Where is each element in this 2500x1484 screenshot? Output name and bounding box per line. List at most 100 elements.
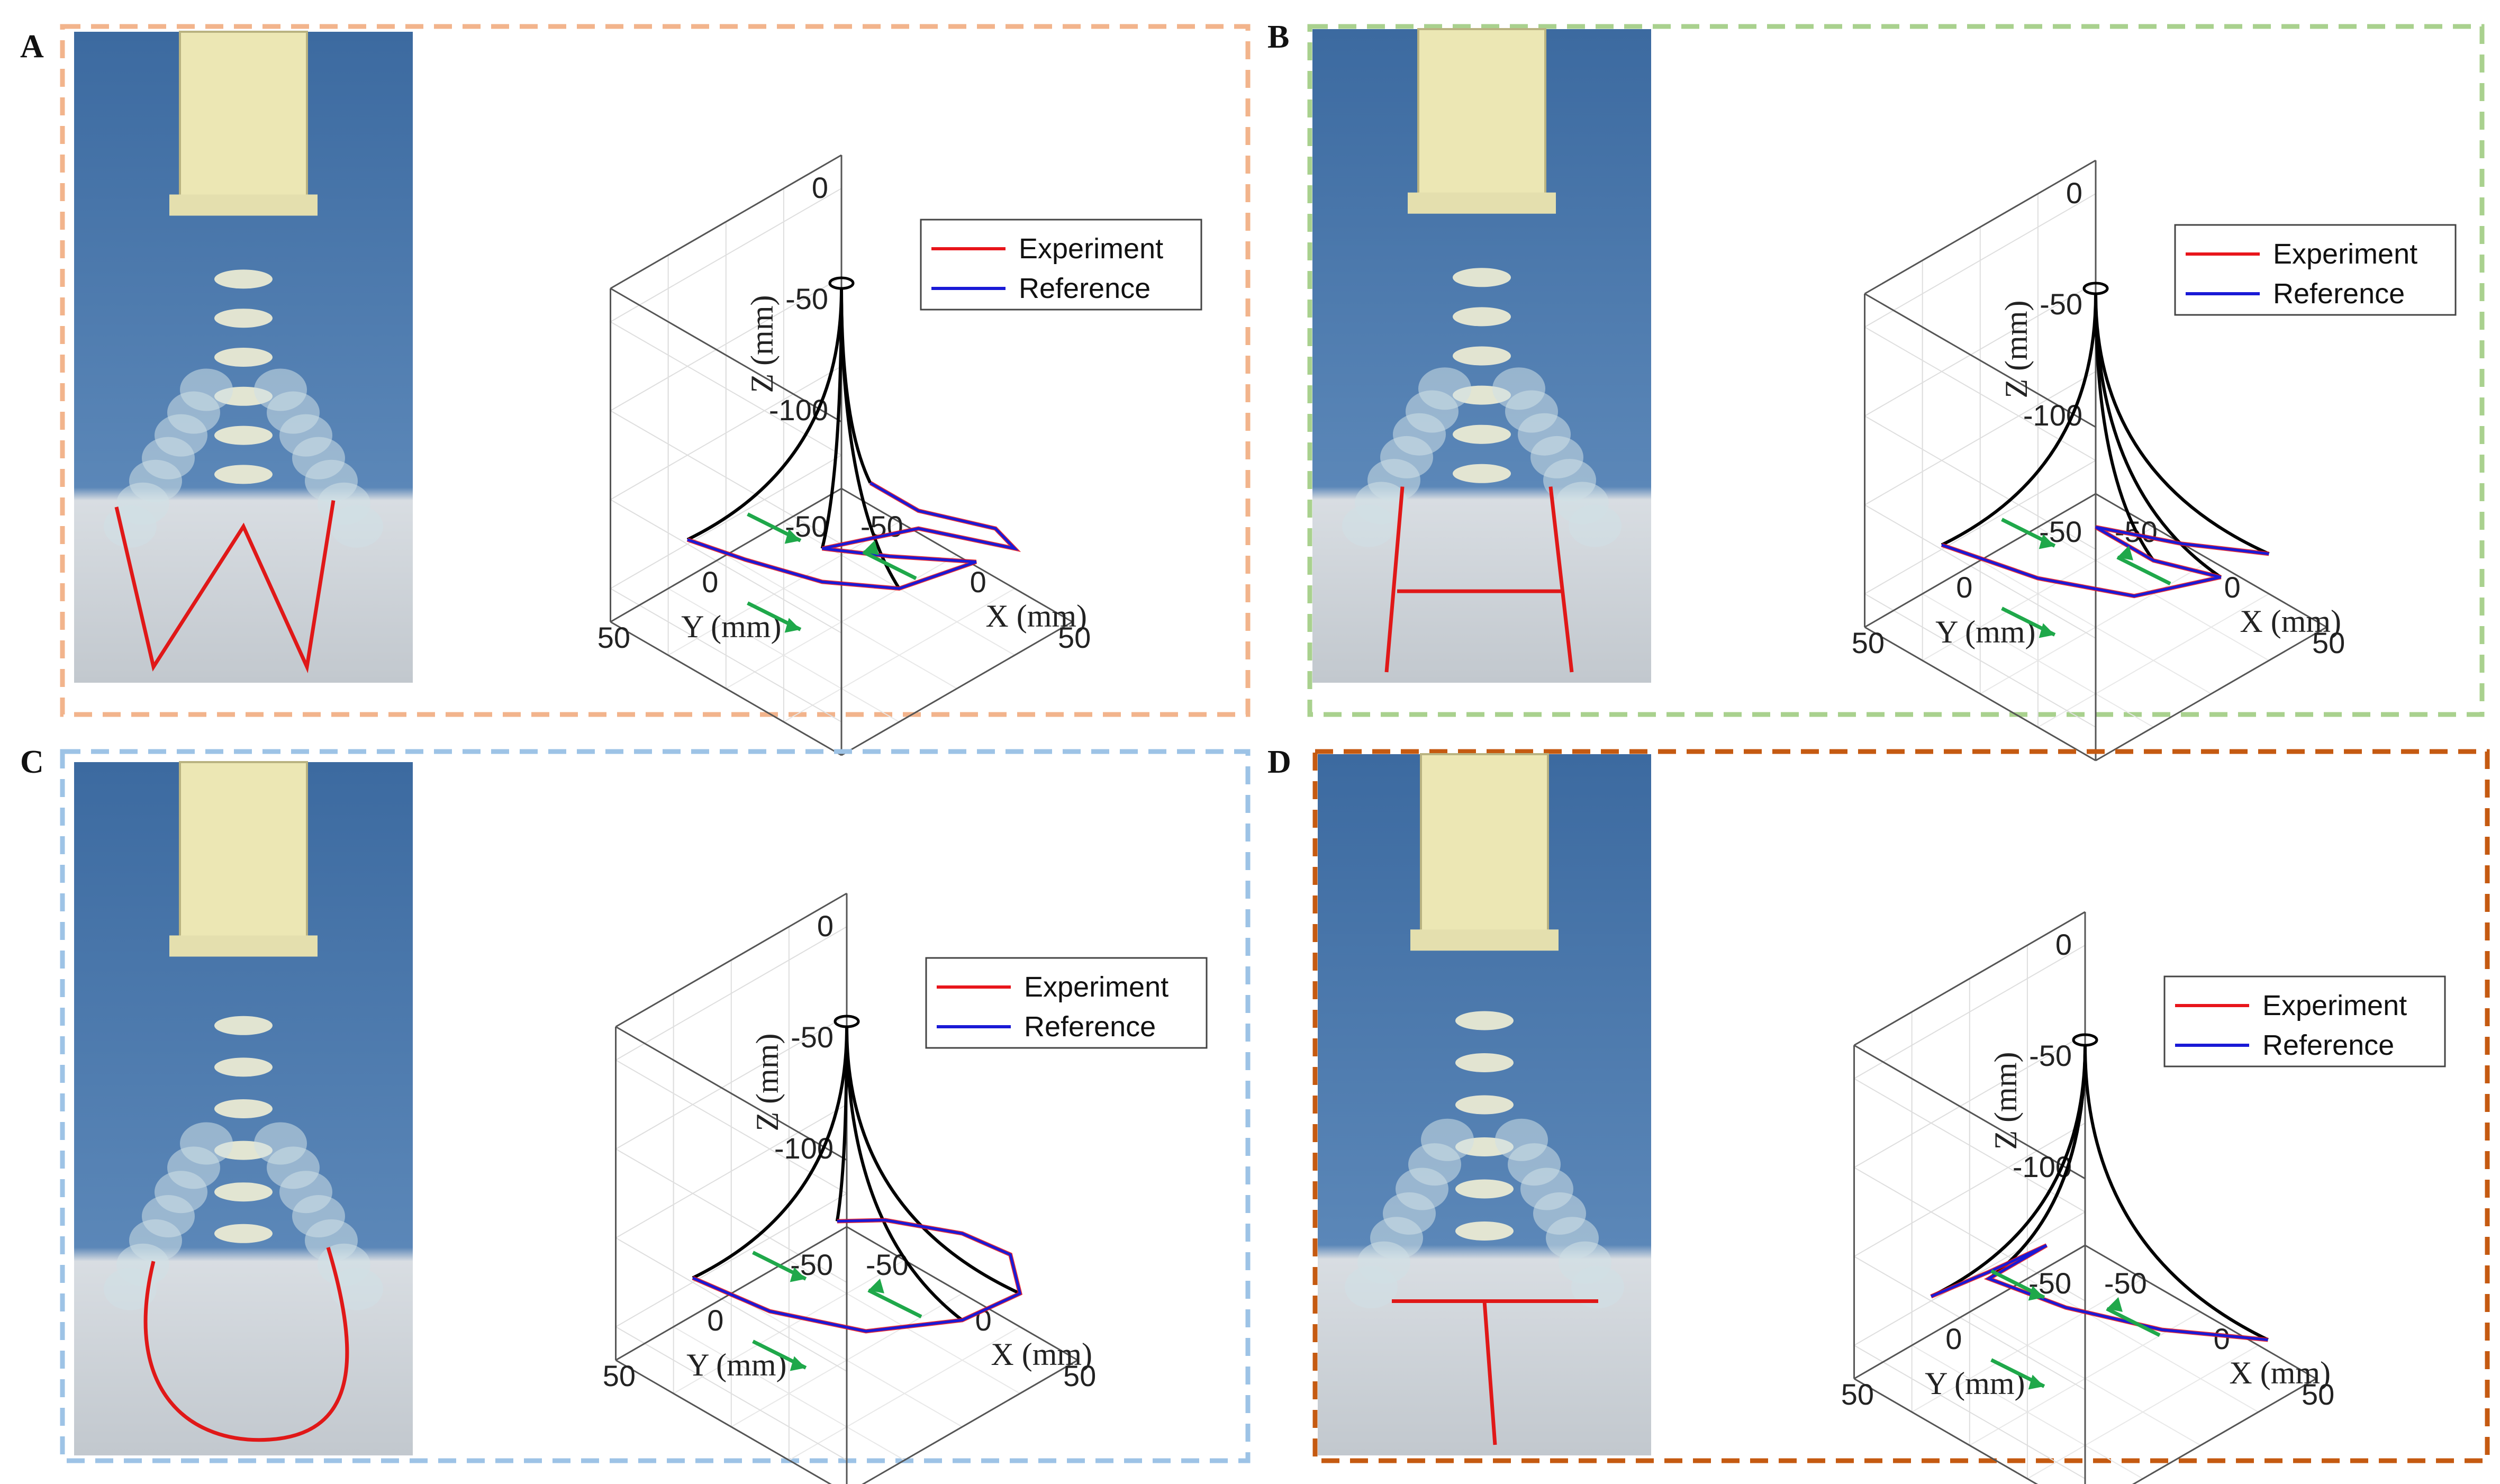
- legend: Experiment Reference: [920, 219, 1202, 311]
- grid-line: [862, 1360, 1078, 1484]
- axis-edge: [610, 154, 842, 289]
- segment-disk: [214, 1057, 273, 1077]
- z-tick-label: 0: [2055, 928, 2072, 961]
- direction-arrows: [2001, 518, 2171, 638]
- panel-frame: [60, 749, 1251, 1463]
- axis-edge: [1853, 1378, 2039, 1484]
- grid-line: [673, 1326, 905, 1461]
- x-tick-label: 0: [2224, 571, 2241, 604]
- grid-line: [1912, 1345, 2143, 1479]
- axis-edge: [1853, 911, 2086, 1046]
- segment-disk: [1453, 464, 1511, 483]
- segment-disk: [1455, 1221, 1514, 1241]
- direction-arrow: [867, 1288, 922, 1319]
- segment-disk: [214, 465, 273, 484]
- z-tick-label: -50: [785, 282, 828, 315]
- x-tick-label: 50: [2312, 626, 2345, 659]
- grid-line: [783, 588, 1015, 722]
- arrow-head: [2039, 623, 2055, 638]
- direction-arrows: [747, 512, 917, 633]
- trajectory-overlay: [1392, 1299, 1598, 1445]
- z-tick-label: -50: [791, 1020, 834, 1054]
- segment-disk: [214, 1016, 273, 1035]
- backbone-curve: [2094, 293, 2222, 578]
- panel-label: C: [20, 744, 44, 780]
- axis-edge: [1864, 159, 2096, 295]
- mount-base: [169, 194, 318, 216]
- segment-disk: [1453, 346, 1511, 366]
- y-tick-label: 50: [603, 1359, 636, 1392]
- segment-disk: [1453, 268, 1511, 287]
- y-tick-label: 0: [1956, 571, 1972, 604]
- legend-label: Reference: [1019, 273, 1151, 304]
- z-tick-label: 0: [2066, 176, 2082, 210]
- axis-edge: [610, 287, 842, 423]
- y-tick-label: 50: [597, 621, 630, 654]
- z-axis-label: Z (mm): [745, 295, 780, 393]
- y-axis-label: Y (mm): [1935, 614, 2035, 649]
- series-line-reference: [692, 1218, 1022, 1333]
- segment-disk: [1455, 1053, 1514, 1072]
- x-tick-label: 50: [1058, 621, 1091, 654]
- arrow-head: [2117, 545, 2133, 560]
- legend-box: [920, 219, 1202, 311]
- legend-label: Experiment: [2262, 990, 2407, 1021]
- x-tick-label: 0: [2214, 1322, 2230, 1355]
- legend-box: [2163, 975, 2446, 1067]
- direction-arrow: [2106, 1307, 2161, 1337]
- segment-disk: [214, 1099, 273, 1118]
- legend-label: Experiment: [1019, 233, 1163, 265]
- y-tick-label: 0: [702, 565, 718, 599]
- axis-edge: [610, 621, 842, 756]
- robot-photo: [1318, 753, 1651, 1455]
- legend-label: Experiment: [2273, 238, 2417, 270]
- trajectory-overlay: [1384, 486, 1574, 673]
- axis-edge: [1853, 1044, 2086, 1180]
- backbone-curve: [1988, 1045, 2087, 1280]
- z-tick-label: -50: [2029, 1039, 2072, 1072]
- legend-label: Reference: [2273, 278, 2405, 310]
- robot-photo: [74, 761, 413, 1455]
- arrow-head: [790, 1356, 806, 1371]
- segment-disk: [214, 269, 273, 289]
- grid-line: [668, 588, 900, 722]
- arrow-head: [784, 618, 801, 633]
- robot-photo: [74, 31, 413, 683]
- arrow-head: [868, 1278, 884, 1293]
- grid-line: [2132, 1378, 2316, 1484]
- segment-disk: [214, 426, 273, 445]
- y-axis-label: Y (mm): [686, 1347, 786, 1382]
- axis-edge: [615, 1359, 832, 1484]
- ghost-disk: [1571, 1266, 1624, 1308]
- z-tick-label: -50: [2040, 287, 2082, 321]
- axis-edge: [2095, 626, 2327, 762]
- mount-block: [179, 31, 308, 209]
- segment-disk: [1453, 307, 1511, 327]
- panel-label: A: [20, 29, 44, 65]
- ghost-disk: [104, 1268, 157, 1310]
- axis-edge: [615, 1026, 847, 1161]
- series-line-reference: [687, 482, 1019, 590]
- legend-label: Reference: [2262, 1029, 2394, 1061]
- legend-box: [2174, 224, 2457, 316]
- legend-box: [925, 957, 1208, 1049]
- x-tick-label: 50: [2302, 1378, 2334, 1411]
- backbone-curve: [1941, 293, 2097, 547]
- arrow-head: [2039, 534, 2055, 549]
- ghost-disk: [1342, 504, 1395, 547]
- backbone-curve: [845, 1026, 964, 1322]
- mount-base: [1408, 192, 1556, 214]
- x-tick-label: 0: [970, 565, 986, 599]
- panel-frame: [1307, 24, 2485, 717]
- segment-disk: [214, 1224, 273, 1243]
- backbone-curve: [692, 1026, 848, 1280]
- z-axis-label: Z (mm): [1988, 1052, 2023, 1150]
- y-tick-label: 50: [1841, 1378, 1874, 1411]
- y-axis-label: Y (mm): [1925, 1366, 2025, 1401]
- backbone-curve: [845, 1026, 1021, 1295]
